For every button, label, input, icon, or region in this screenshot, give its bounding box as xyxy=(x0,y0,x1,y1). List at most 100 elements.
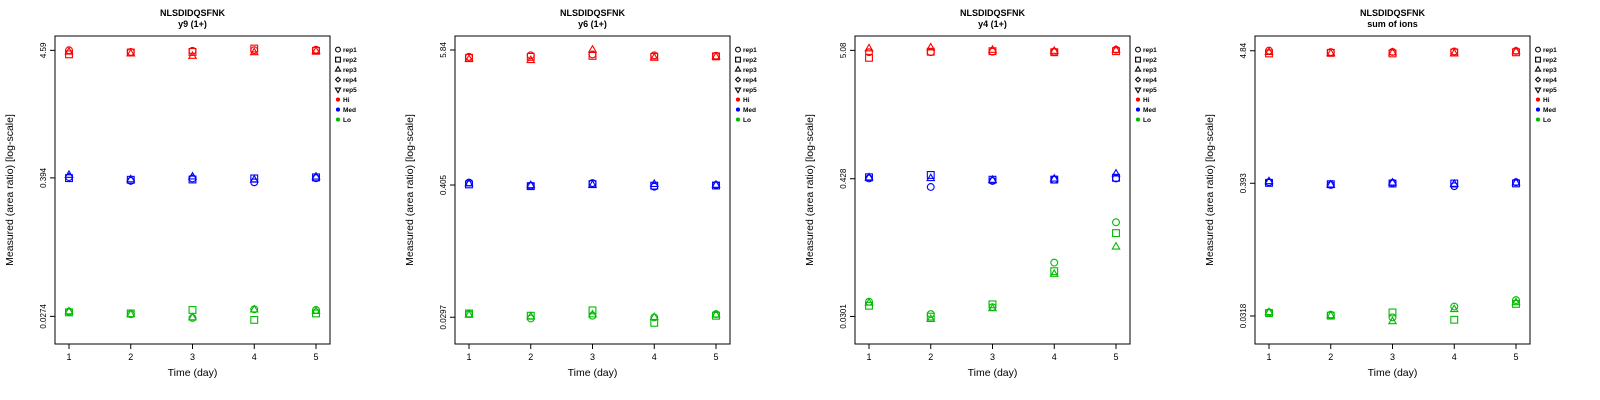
data-point-Hi-rep3 xyxy=(1264,46,1274,55)
plot-box xyxy=(54,35,331,345)
legend-label-rep4: rep4 xyxy=(1543,77,1557,84)
legend-label-Hi: Hi xyxy=(343,97,350,104)
legend-symbol-rep4 xyxy=(334,76,342,83)
legend-label-Hi: Hi xyxy=(1143,97,1150,104)
x-tick-label: 1 xyxy=(866,352,871,362)
x-tick-label: 3 xyxy=(990,352,995,362)
legend-label-rep2: rep2 xyxy=(1543,57,1557,64)
legend-label-rep2: rep2 xyxy=(1143,57,1157,64)
data-point-Med-rep3 xyxy=(1049,173,1059,182)
data-point-Med-rep3 xyxy=(1387,177,1398,186)
x-tick-label: 4 xyxy=(1052,352,1057,362)
legend-label-rep1: rep1 xyxy=(1143,47,1157,54)
data-point-Med-rep3 xyxy=(987,174,998,183)
data-point-Lo-rep3 xyxy=(1449,304,1459,313)
y-axis-label: Measured (area ratio) [log-scale] xyxy=(404,114,416,266)
data-point-Lo-rep1 xyxy=(1388,313,1397,322)
y-axis-label: Measured (area ratio) [log-scale] xyxy=(1204,114,1216,266)
data-point-Lo-rep3 xyxy=(126,309,136,318)
legend-label-rep5: rep5 xyxy=(343,87,357,94)
x-tick-label: 4 xyxy=(252,352,257,362)
x-tick-label: 5 xyxy=(1513,352,1518,362)
y-tick-label: 0.0301 xyxy=(839,304,848,329)
legend-label-rep3: rep3 xyxy=(1543,67,1557,74)
data-point-Hi-rep3 xyxy=(526,55,536,64)
x-tick-label: 4 xyxy=(652,352,657,362)
data-point-Med-rep1 xyxy=(926,183,935,191)
data-point-Lo-rep3 xyxy=(64,306,74,315)
legend-symbol-rep1 xyxy=(335,46,341,53)
x-axis-label: Time (day) xyxy=(1368,367,1418,379)
y-tick-label: 0.428 xyxy=(839,168,848,189)
x-tick-label: 1 xyxy=(66,352,71,362)
x-tick-label: 2 xyxy=(128,352,133,362)
data-point-Lo-rep3 xyxy=(526,311,536,320)
plot-box xyxy=(454,35,731,345)
legend-symbol-rep4 xyxy=(1534,76,1542,83)
legend-symbol-rep5 xyxy=(334,87,342,94)
legend-symbol-Hi xyxy=(335,97,341,102)
legend-symbol-Med xyxy=(735,107,741,112)
x-tick-label: 3 xyxy=(590,352,595,362)
legend-symbol-rep5 xyxy=(1534,87,1542,94)
panel-subtitle: y6 (1+) xyxy=(578,19,607,29)
chart-panel-y4: NLSDIDQSFNK y4 (1+) 5.08 0.428 0.0301 1 2 3 4 5 Ti… xyxy=(800,0,1200,400)
panel-title: NLSDIDQSFNK xyxy=(160,8,226,18)
data-point-Hi-rep3 xyxy=(187,50,198,59)
data-point-Med-rep3 xyxy=(649,178,659,187)
data-point-Lo-rep3 xyxy=(711,309,721,318)
legend-label-Lo: Lo xyxy=(1143,117,1151,124)
legend-symbol-rep5 xyxy=(734,87,742,94)
data-point-Med-rep2 xyxy=(712,181,720,190)
legend-symbol-rep3 xyxy=(1134,65,1142,72)
legend-symbol-Lo xyxy=(1535,117,1541,122)
data-point-Med-rep3 xyxy=(187,171,198,180)
data-point-Lo-rep2 xyxy=(1050,267,1059,276)
data-point-Med-rep3 xyxy=(1326,179,1336,188)
legend-symbol-Med xyxy=(1535,107,1541,112)
y-tick-label: 0.0274 xyxy=(39,304,48,329)
data-point-Hi-rep1 xyxy=(865,48,873,57)
data-point-Lo-rep3 xyxy=(987,303,998,312)
data-point-Lo-rep3 xyxy=(311,305,321,314)
legend-label-Hi: Hi xyxy=(743,97,750,104)
data-point-Med-rep3 xyxy=(1264,176,1274,185)
data-point-Lo-rep1 xyxy=(1450,302,1459,311)
x-tick-label: 1 xyxy=(1266,352,1271,362)
legend-symbol-rep1 xyxy=(735,46,741,53)
legend-label-rep2: rep2 xyxy=(343,57,357,64)
legend-symbol-rep3 xyxy=(334,65,342,72)
data-point-Lo-rep3 xyxy=(249,304,259,313)
x-tick-label: 4 xyxy=(1452,352,1457,362)
data-point-Med-rep3 xyxy=(464,178,474,187)
panel-title: NLSDIDQSFNK xyxy=(560,8,626,18)
y-tick-label: 4.84 xyxy=(1239,42,1248,58)
legend-symbol-Lo xyxy=(335,117,341,122)
data-point-Lo-rep2 xyxy=(188,306,197,314)
legend-symbol-rep1 xyxy=(1135,46,1141,53)
legend-symbol-Lo xyxy=(1135,117,1141,122)
x-axis-label: Time (day) xyxy=(568,367,618,379)
legend-label-rep1: rep1 xyxy=(343,47,357,54)
data-point-Lo-rep2 xyxy=(1388,308,1397,317)
panel-title: NLSDIDQSFNK xyxy=(960,8,1026,18)
legend-label-Med: Med xyxy=(1543,107,1556,114)
data-point-Med-rep3 xyxy=(1111,168,1121,177)
data-point-Lo-rep3 xyxy=(1264,307,1274,316)
data-point-Med-rep3 xyxy=(311,171,321,180)
data-point-Lo-rep2 xyxy=(588,306,597,315)
x-tick-label: 3 xyxy=(190,352,195,362)
data-point-Hi-rep3 xyxy=(249,47,259,56)
panel-subtitle: sum of ions xyxy=(1367,19,1418,29)
data-point-Med-rep2 xyxy=(65,174,73,183)
legend-symbol-Med xyxy=(1135,107,1141,112)
y-tick-label: 0.0297 xyxy=(439,304,448,329)
legend-label-rep1: rep1 xyxy=(1543,47,1557,54)
legend-symbol-Hi xyxy=(1535,97,1541,102)
data-point-Lo-rep3 xyxy=(1387,316,1398,325)
data-point-Med-rep3 xyxy=(1511,177,1521,186)
x-tick-label: 2 xyxy=(528,352,533,362)
